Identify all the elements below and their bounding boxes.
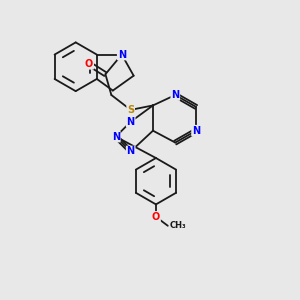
Text: N: N <box>127 117 135 127</box>
Text: O: O <box>85 59 93 69</box>
Text: N: N <box>171 90 179 100</box>
Text: N: N <box>112 132 120 142</box>
Text: N: N <box>127 146 135 157</box>
Text: N: N <box>192 126 200 136</box>
Text: CH₃: CH₃ <box>169 221 186 230</box>
Text: N: N <box>118 50 126 60</box>
Text: O: O <box>152 212 160 222</box>
Text: S: S <box>127 105 134 115</box>
